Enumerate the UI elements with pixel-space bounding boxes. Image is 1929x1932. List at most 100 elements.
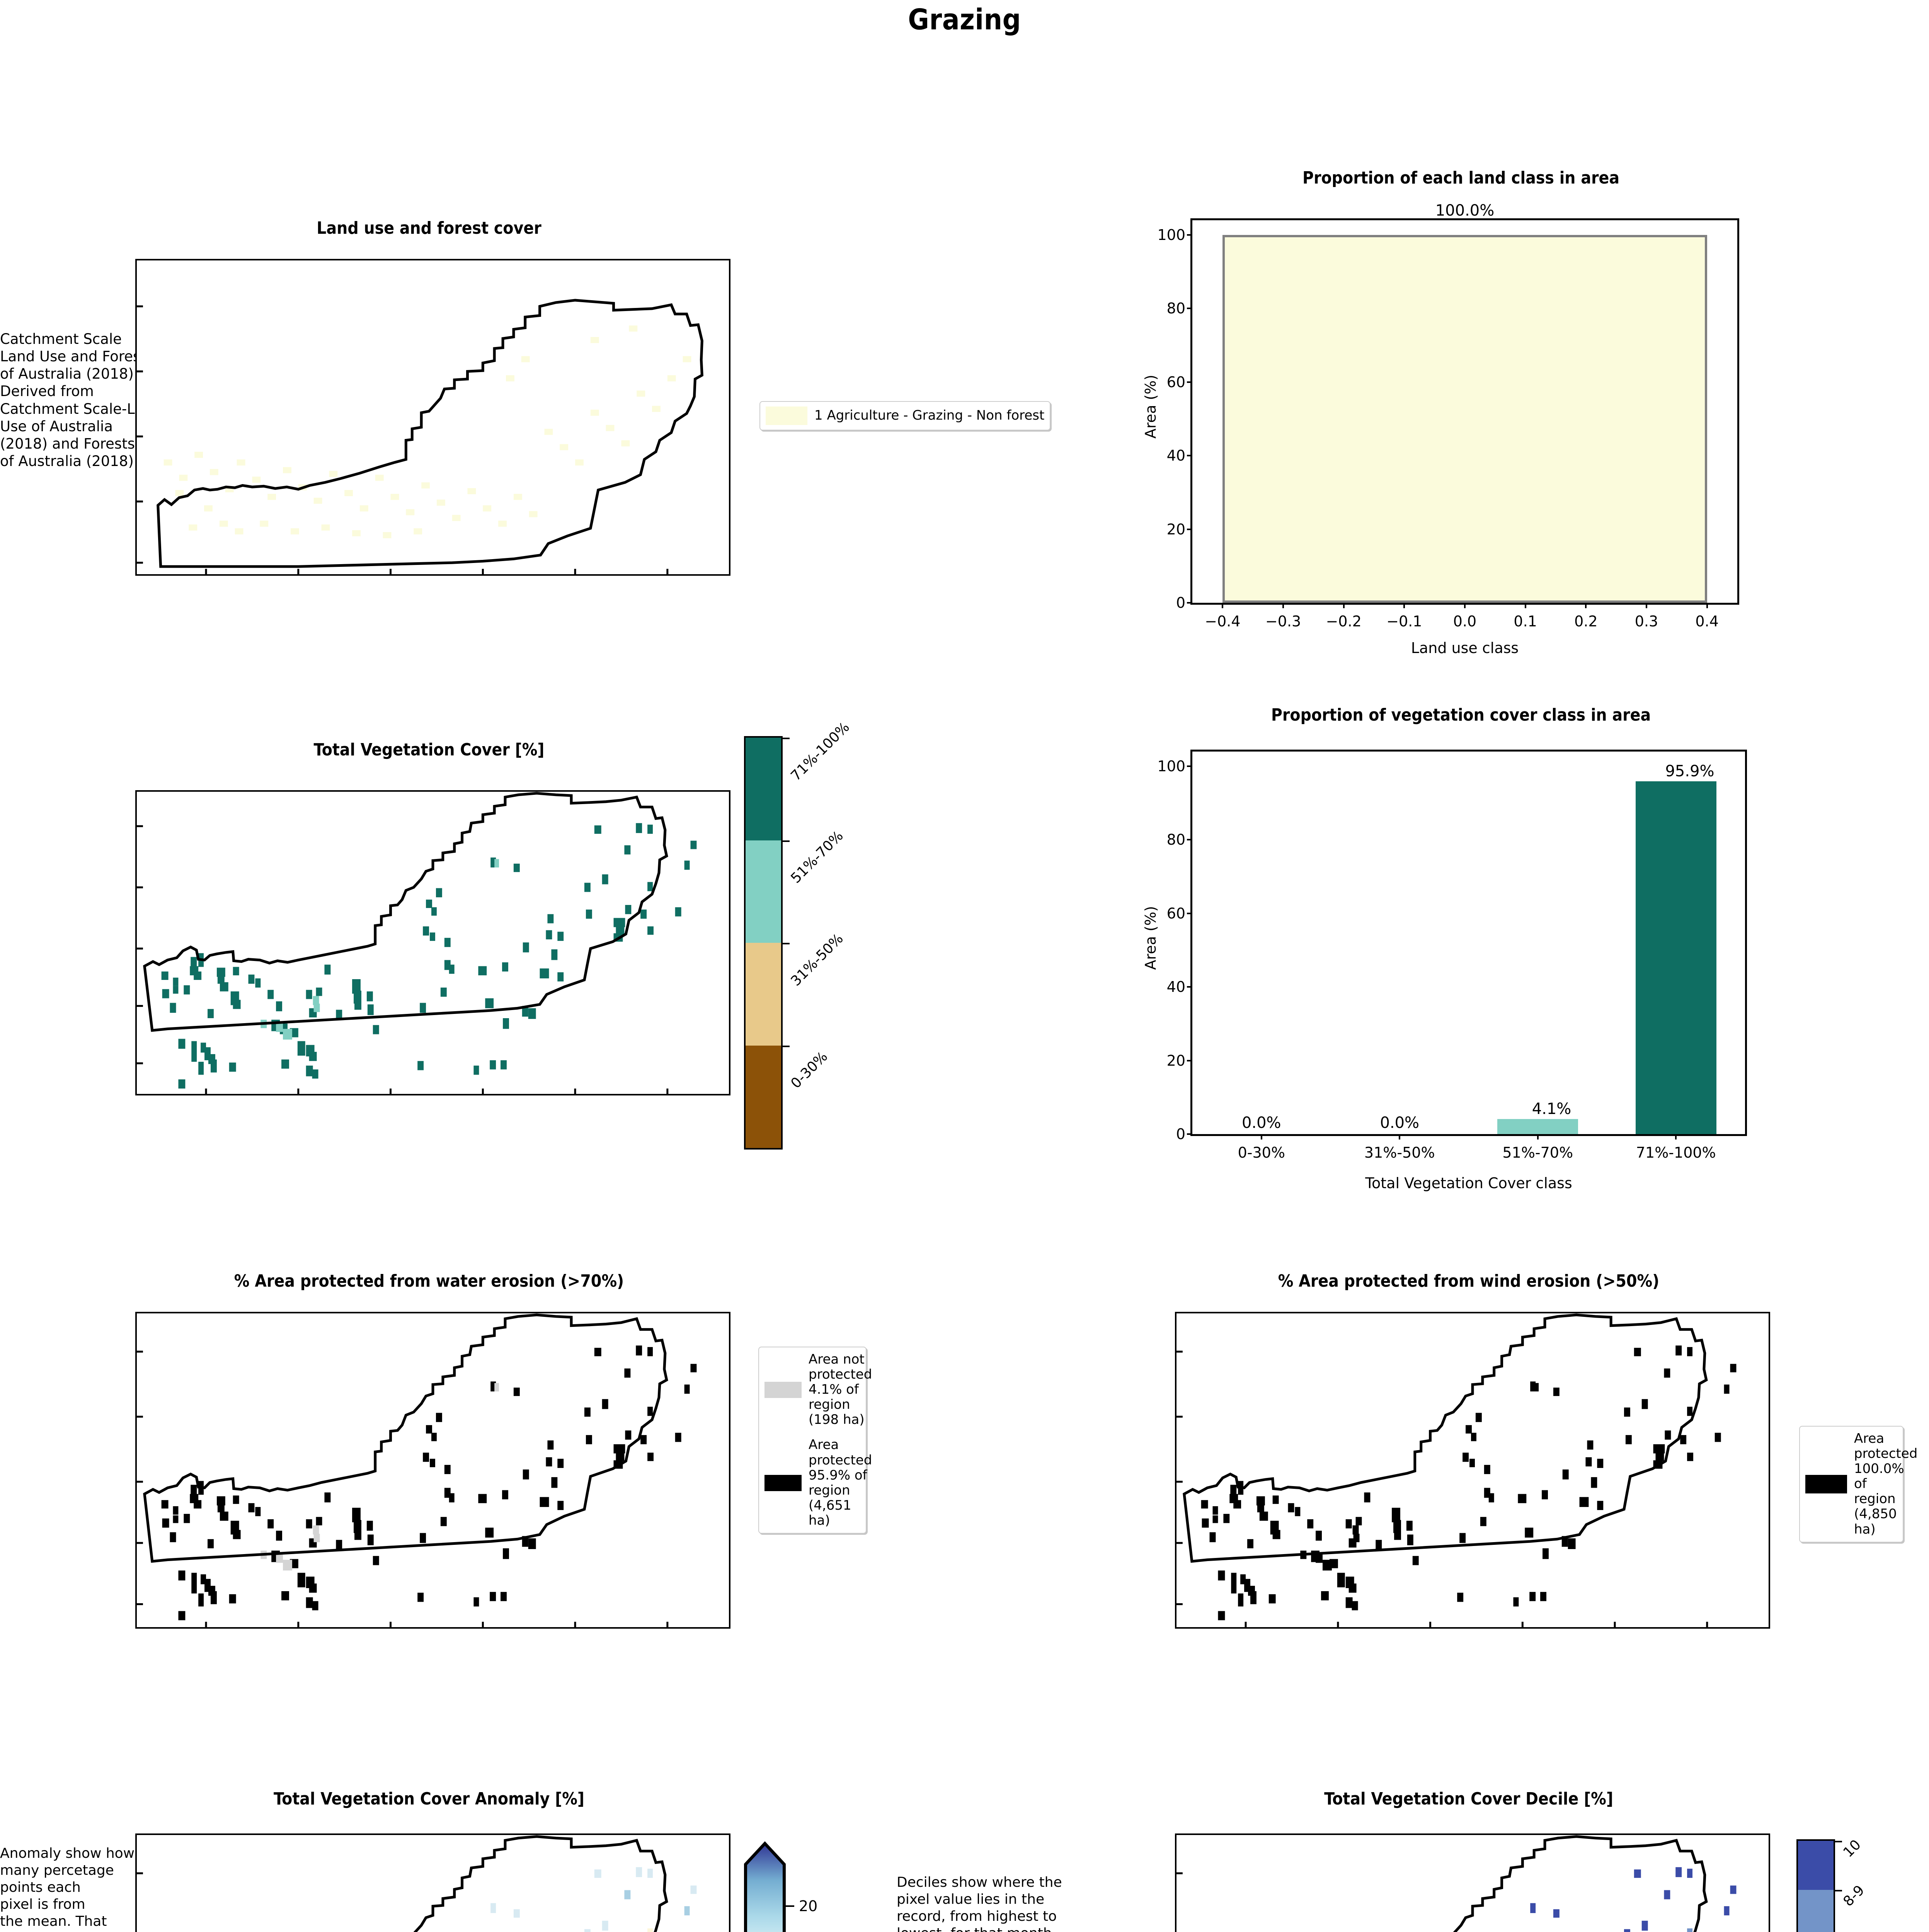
bar-veg-class-3[interactable] bbox=[1635, 781, 1716, 1134]
decile-colorbar-label-8-9: 8-9 bbox=[1840, 1882, 1868, 1910]
ytick-mark bbox=[1187, 528, 1192, 530]
ytick-mark bbox=[1187, 455, 1192, 457]
map-ticks bbox=[137, 305, 669, 574]
catchment-boundary bbox=[143, 1313, 668, 1563]
ytick-label-0: 0 bbox=[1176, 594, 1185, 611]
veg-cover-colorbar-label-1: 31%-50% bbox=[788, 930, 846, 989]
xtick-label-3: 71%-100% bbox=[1636, 1144, 1716, 1161]
bar-label-land-class-0: 100.0% bbox=[1435, 202, 1495, 219]
ytick-mark bbox=[1187, 381, 1192, 383]
veg-class-chart-ylabel: Area (%) bbox=[1142, 906, 1159, 970]
anomaly-colorbar-gradient bbox=[744, 1841, 786, 1932]
anomaly-description-text: Anomaly show how many percetage points e… bbox=[0, 1845, 135, 1932]
anomaly-colorbar-label-20: 20 bbox=[799, 1898, 818, 1915]
map-ticks bbox=[1176, 1872, 1183, 1874]
xtick-mark bbox=[1537, 1134, 1539, 1139]
xtick-mark bbox=[1706, 603, 1708, 608]
ytick-mark bbox=[1187, 602, 1192, 604]
colorbar-tick bbox=[781, 738, 790, 739]
decile-raster bbox=[1530, 1867, 1737, 1932]
xtick-label: −0.3 bbox=[1265, 613, 1301, 630]
ytick-mark bbox=[1187, 839, 1192, 841]
anomaly-map-canvas bbox=[137, 1835, 697, 1932]
water-erosion-unprotected-raster bbox=[260, 1383, 499, 1571]
ytick-label-100: 100 bbox=[1157, 758, 1185, 775]
water-erosion-legend-item-0: Area not protected 4.1% of region (198 h… bbox=[764, 1352, 872, 1427]
xtick-mark bbox=[1343, 603, 1345, 608]
anomaly-colorbar: 20 10 0 −10 −20 bbox=[744, 1841, 817, 1932]
xtick-label: 0.0 bbox=[1453, 613, 1477, 630]
ytick-label-0: 0 bbox=[1176, 1126, 1185, 1143]
ytick-mark bbox=[1187, 234, 1192, 236]
land-class-chart-axes: 0 20 40 60 80 100 −0.4 −0.3 −0.2 −0.1 0.… bbox=[1157, 202, 1739, 630]
water-erosion-map-canvas bbox=[137, 1313, 697, 1627]
bar-land-class-0[interactable] bbox=[1222, 235, 1707, 603]
land-use-map[interactable] bbox=[135, 259, 730, 576]
ytick-label-20: 20 bbox=[1166, 1052, 1185, 1069]
veg-cover-colorbar-seg-3 bbox=[746, 738, 781, 840]
xtick-label: −0.1 bbox=[1386, 613, 1422, 630]
xtick-mark bbox=[1403, 603, 1405, 608]
veg-class-chart-title: Proportion of vegetation cover class in … bbox=[1271, 705, 1651, 725]
anomaly-map-title: Total Vegetation Cover Anomaly [%] bbox=[273, 1789, 585, 1809]
catchment-boundary bbox=[1183, 1313, 1708, 1563]
xtick-mark bbox=[1675, 1134, 1677, 1139]
ytick-label-40: 40 bbox=[1166, 447, 1185, 464]
xtick-mark bbox=[1645, 603, 1647, 608]
ytick-label-100: 100 bbox=[1157, 226, 1185, 244]
bar-veg-class-2[interactable] bbox=[1497, 1119, 1578, 1134]
anomaly-map[interactable] bbox=[135, 1833, 730, 1932]
catchment-boundary bbox=[143, 792, 668, 1032]
xtick-mark bbox=[1222, 603, 1224, 608]
veg-cover-colorbar-label-2: 51%-70% bbox=[788, 828, 846, 887]
wind-erosion-map-canvas bbox=[1176, 1313, 1737, 1627]
wind-erosion-legend-label-protected: Area protected 100.0% of region (4,850 h… bbox=[1854, 1431, 1918, 1537]
water-erosion-legend-label-protected: Area protected 95.9% of region (4,651 ha… bbox=[809, 1437, 872, 1528]
veg-cover-colorbar-seg-2 bbox=[746, 840, 781, 943]
water-erosion-raster bbox=[161, 1345, 697, 1621]
veg-cover-colorbar: 71%-100% 51%-70% 31%-50% 0-30% bbox=[744, 719, 853, 1150]
xtick-label: 0.2 bbox=[1574, 613, 1598, 630]
water-erosion-legend-swatch-protected bbox=[764, 1475, 802, 1491]
veg-cover-map[interactable] bbox=[135, 790, 730, 1095]
map-ticks bbox=[137, 825, 669, 1094]
decile-map-title: Total Vegetation Cover Decile [%] bbox=[1324, 1789, 1613, 1809]
land-class-chart: Proportion of each land class in area 0 … bbox=[1113, 155, 1809, 665]
water-erosion-legend-item-1: Area protected 95.9% of region (4,651 ha… bbox=[764, 1437, 872, 1528]
bar-label-veg-class-3: 95.9% bbox=[1665, 762, 1714, 781]
water-erosion-legend-swatch-unprotected bbox=[764, 1381, 802, 1398]
xtick-label-2: 51%-70% bbox=[1502, 1144, 1573, 1161]
xtick-mark bbox=[1260, 1134, 1262, 1139]
bar-label-veg-class-0: 0.0% bbox=[1241, 1114, 1281, 1132]
water-erosion-map[interactable] bbox=[135, 1312, 730, 1629]
catchment-boundary bbox=[157, 299, 703, 568]
xtick-label: −0.2 bbox=[1326, 613, 1362, 630]
colorbar-tick bbox=[1834, 1841, 1842, 1842]
ytick-label-80: 80 bbox=[1166, 831, 1185, 849]
ytick-mark bbox=[1187, 765, 1192, 767]
catchment-boundary bbox=[413, 1835, 668, 1932]
bar-label-veg-class-2: 4.1% bbox=[1532, 1100, 1571, 1118]
land-use-map-title: Land use and forest cover bbox=[317, 218, 541, 238]
colorbar-tick bbox=[786, 1905, 794, 1907]
colorbar-tick bbox=[781, 943, 790, 944]
xtick-mark bbox=[1464, 603, 1466, 608]
water-erosion-legend-label-unprotected: Area not protected 4.1% of region (198 h… bbox=[809, 1352, 872, 1428]
water-erosion-map-title: % Area protected from water erosion (>70… bbox=[234, 1271, 624, 1291]
land-class-chart-ylabel: Area (%) bbox=[1142, 374, 1159, 439]
ytick-label-40: 40 bbox=[1166, 978, 1185, 996]
ytick-mark bbox=[1187, 308, 1192, 310]
land-class-chart-xlabel: Land use class bbox=[1411, 639, 1519, 656]
water-erosion-legend: Area not protected 4.1% of region (198 h… bbox=[758, 1347, 872, 1534]
decile-map[interactable] bbox=[1175, 1833, 1770, 1932]
bar-label-veg-class-1: 0.0% bbox=[1380, 1114, 1420, 1132]
wind-erosion-raster bbox=[1201, 1345, 1737, 1621]
xtick-mark bbox=[1399, 1134, 1401, 1139]
wind-erosion-legend: Area protected 100.0% of region (4,850 h… bbox=[1799, 1426, 1917, 1543]
ytick-mark bbox=[1187, 912, 1192, 914]
ytick-mark bbox=[1187, 1060, 1192, 1061]
xtick-mark bbox=[1524, 603, 1526, 608]
veg-class-chart-axes: 0 20 40 60 80 100 0-30% 31%-50% 51%-70% … bbox=[1157, 750, 1747, 1161]
wind-erosion-map[interactable] bbox=[1175, 1312, 1770, 1629]
land-use-legend-label: 1 Agriculture - Grazing - Non forest bbox=[814, 408, 1045, 423]
